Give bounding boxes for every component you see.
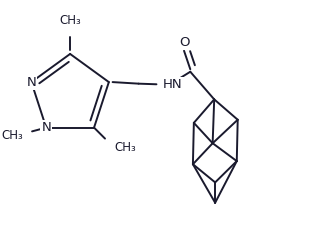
Text: CH₃: CH₃ [114,141,136,154]
Text: N: N [41,121,51,134]
Text: HN: HN [163,78,183,91]
Text: CH₃: CH₃ [59,14,81,27]
Text: N: N [27,76,36,89]
Text: CH₃: CH₃ [1,129,23,142]
Text: O: O [179,36,189,49]
